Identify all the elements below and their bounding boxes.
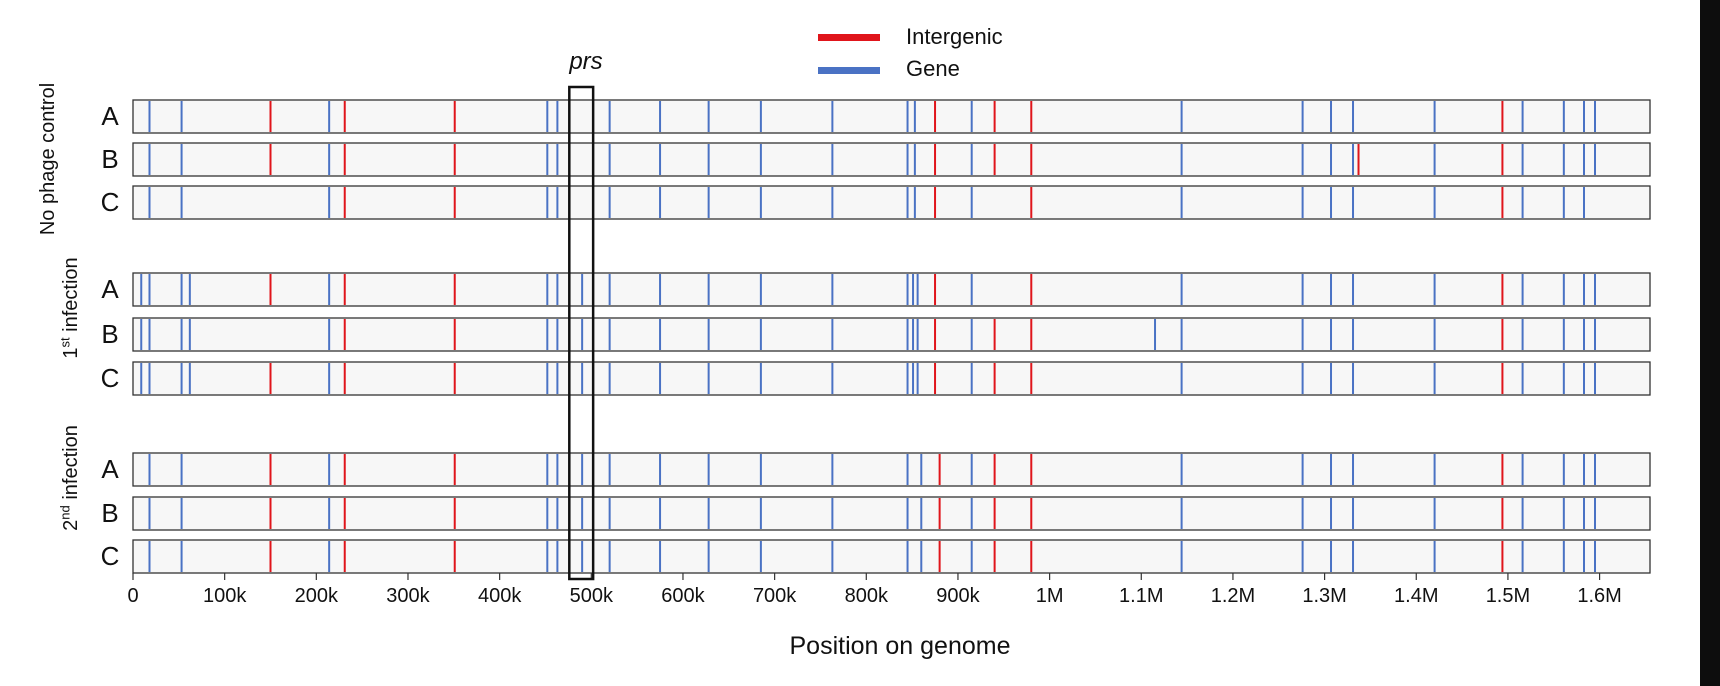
x-tick-label: 100k: [202, 585, 247, 607]
x-tick-label: 500k: [569, 585, 613, 607]
x-tick-label: 600k: [661, 585, 705, 607]
x-tick-label: 1.6M: [1577, 585, 1622, 607]
prs-highlight-label: prs: [569, 48, 603, 75]
row-label: C: [100, 541, 120, 571]
track-row: [132, 99, 1651, 134]
legend-gene-label: Gene: [906, 56, 960, 81]
x-tick-label: 1.5M: [1485, 585, 1531, 607]
row-label: B: [101, 319, 119, 349]
track-row: [132, 539, 1651, 574]
track-row: [132, 272, 1651, 307]
x-tick-label: 700k: [752, 585, 797, 607]
right-edge-bar: [1700, 0, 1720, 686]
x-tick-label: 1M: [1035, 585, 1064, 607]
track-row: [132, 361, 1651, 396]
row-label: A: [101, 274, 119, 304]
row-label: C: [100, 187, 120, 217]
x-tick-label: 1.3M: [1302, 585, 1347, 607]
row-label: B: [101, 498, 119, 528]
x-tick-label: 200k: [294, 585, 338, 607]
track-row: [132, 317, 1651, 352]
x-tick-label: 800k: [844, 585, 888, 607]
track-row: [132, 452, 1651, 487]
row-label: A: [101, 454, 119, 484]
row-label: A: [101, 101, 119, 131]
x-tick-label: 300k: [386, 585, 430, 607]
x-tick-label: 1.4M: [1394, 585, 1439, 607]
track-row: [132, 496, 1651, 531]
row-label: C: [100, 363, 120, 393]
x-tick-label: 900k: [936, 585, 980, 607]
legend-intergenic-swatch: [818, 34, 880, 41]
x-axis-title: Position on genome: [789, 632, 1011, 660]
x-tick-label: 0: [127, 585, 139, 607]
track-row: [132, 142, 1651, 177]
legend-intergenic-label: Intergenic: [906, 24, 1003, 49]
prs-highlight-box: [568, 85, 595, 581]
row-label: B: [101, 144, 119, 174]
x-tick-label: 400k: [477, 585, 522, 607]
x-tick-label: 1.2M: [1210, 585, 1256, 607]
legend-gene-swatch: [818, 67, 880, 74]
x-tick-label: 1.1M: [1119, 585, 1164, 607]
track-row: [132, 185, 1651, 220]
